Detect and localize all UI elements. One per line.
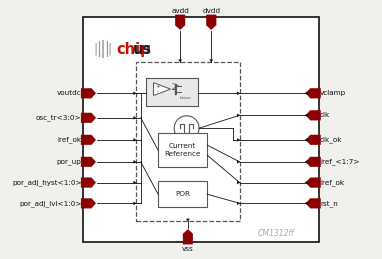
Text: clk: clk — [320, 112, 330, 118]
Text: rst_n: rst_n — [320, 200, 338, 207]
Polygon shape — [305, 138, 308, 141]
Text: iref_ok: iref_ok — [320, 179, 344, 186]
Text: POR: POR — [175, 191, 190, 197]
Polygon shape — [134, 138, 136, 141]
Text: |: | — [97, 41, 102, 57]
Text: avdd: avdd — [171, 8, 189, 14]
Polygon shape — [305, 160, 308, 163]
Polygon shape — [306, 198, 320, 208]
Text: |: | — [104, 41, 109, 57]
Text: vclamp: vclamp — [320, 90, 346, 96]
Polygon shape — [237, 114, 240, 117]
Polygon shape — [154, 83, 170, 96]
Text: |: | — [108, 43, 112, 56]
Text: -: - — [157, 90, 159, 95]
Text: iref_<1:7>: iref_<1:7> — [320, 159, 359, 165]
Text: clk_ok: clk_ok — [320, 136, 343, 143]
Polygon shape — [237, 181, 240, 184]
Text: por_adj_hyst<1:0>: por_adj_hyst<1:0> — [12, 179, 82, 186]
Text: chip: chip — [117, 42, 151, 57]
Polygon shape — [178, 60, 182, 62]
Text: CM1312ff: CM1312ff — [257, 229, 295, 238]
Polygon shape — [134, 92, 136, 95]
Polygon shape — [134, 202, 136, 205]
Text: por_up: por_up — [57, 159, 82, 165]
Text: +: + — [156, 84, 160, 89]
Polygon shape — [305, 92, 308, 95]
Bar — [136, 62, 240, 221]
Polygon shape — [210, 60, 213, 62]
Bar — [83, 17, 319, 242]
Bar — [146, 78, 198, 106]
Polygon shape — [81, 88, 96, 98]
Polygon shape — [237, 160, 240, 163]
Polygon shape — [81, 198, 96, 208]
Text: |: | — [100, 40, 106, 58]
Polygon shape — [237, 202, 240, 205]
Text: |: | — [93, 43, 97, 56]
Polygon shape — [237, 138, 240, 141]
Polygon shape — [305, 114, 308, 117]
Polygon shape — [306, 157, 320, 167]
Text: osc_tr<3:0>: osc_tr<3:0> — [36, 114, 82, 121]
Polygon shape — [206, 15, 216, 30]
Text: vss: vss — [182, 246, 194, 252]
Polygon shape — [306, 110, 320, 120]
Polygon shape — [306, 88, 320, 98]
Polygon shape — [183, 229, 193, 244]
Polygon shape — [305, 181, 308, 184]
Text: iref_ok: iref_ok — [58, 136, 82, 143]
Text: biasn: biasn — [180, 96, 191, 100]
Polygon shape — [134, 181, 136, 184]
Polygon shape — [81, 178, 96, 188]
Text: voutdc: voutdc — [57, 90, 82, 96]
Polygon shape — [134, 116, 136, 119]
Polygon shape — [306, 178, 320, 188]
Bar — [158, 181, 207, 207]
Text: dvdd: dvdd — [202, 8, 220, 14]
Bar — [158, 133, 207, 167]
Text: us: us — [133, 42, 152, 57]
Polygon shape — [306, 135, 320, 145]
Polygon shape — [186, 219, 189, 221]
Text: Current
Reference: Current Reference — [165, 143, 201, 157]
Polygon shape — [81, 157, 96, 167]
Polygon shape — [237, 92, 240, 95]
Polygon shape — [305, 202, 308, 205]
Text: por_adj_lvl<1:0>: por_adj_lvl<1:0> — [19, 200, 82, 207]
Polygon shape — [134, 160, 136, 163]
Polygon shape — [175, 15, 185, 30]
Polygon shape — [81, 113, 96, 123]
Polygon shape — [81, 135, 96, 145]
